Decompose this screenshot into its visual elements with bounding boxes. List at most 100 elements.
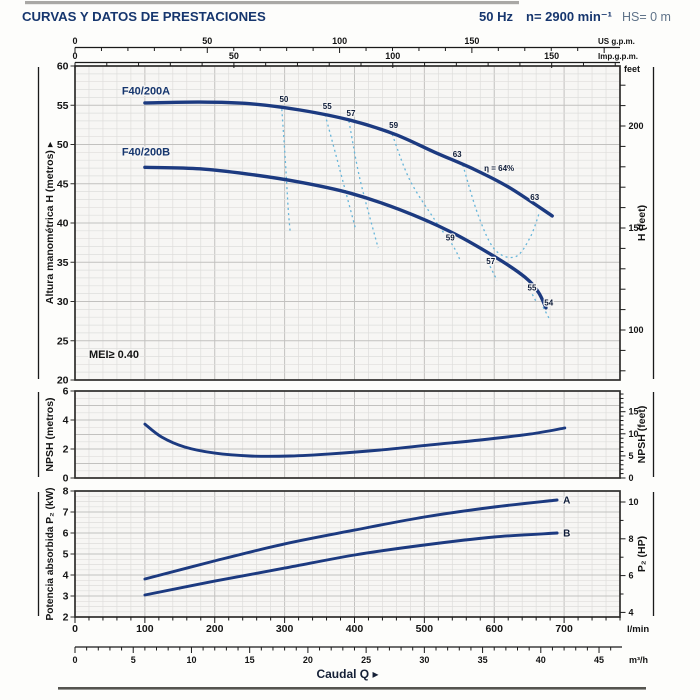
feet-unit-label: feet [624,64,640,74]
left-tick-label: 7 [63,507,69,519]
mei-label: MEI≥ 0.40 [89,349,139,361]
imp-gpm-tick-label: 150 [544,51,559,61]
left-tick-label: 0 [63,473,69,485]
imp-gpm-tick-label: 0 [72,51,77,61]
axis-title-left: NPSH (metros) [44,397,56,471]
m3h-tick-label: 15 [245,655,255,665]
efficiency-label: 55 [528,284,537,293]
lmin-tick-label: 400 [346,623,364,635]
efficiency-label: 59 [446,233,455,242]
axis-title-right: NPSH (feet) [636,406,648,464]
us-gpm-tick-label: 0 [72,36,77,46]
m3h-tick-label: 0 [72,655,77,665]
npsh-feet-label: 10 [629,429,639,439]
imp-gpm-tick-label: 100 [385,51,400,61]
feet-tick-label: 150 [629,223,644,233]
lmin-tick-label: 600 [485,623,503,635]
efficiency-label: 63 [453,150,462,159]
efficiency-label: 63 [530,193,539,202]
lmin-tick-label: 0 [72,623,78,635]
left-tick-label: 35 [57,257,69,269]
left-tick-label: 20 [57,375,69,387]
lmin-tick-label: 700 [555,623,573,635]
us-gpm-tick-label: 150 [464,36,479,46]
left-tick-label: 45 [57,178,69,190]
curve-npsh [143,422,567,458]
left-tick-label: 3 [63,591,69,603]
m3h-tick-label: 25 [361,655,371,665]
curve-f40-200b [143,165,548,310]
caudal-axis-title: Caudal Q ▸ [316,667,378,681]
left-tick-label: 2 [63,444,69,456]
curve-power-b [143,531,559,597]
left-tick-label: 30 [57,296,69,308]
axis-title-left: Potencia absorbida P₂ (kW) [45,487,56,620]
axis-title-right: H (feet) [636,205,648,241]
hp-tick-label: 6 [629,571,634,581]
hp-tick-label: 10 [629,497,639,507]
efficiency-contour [281,109,291,233]
npsh-feet-label: 0 [629,473,634,483]
left-tick-label: 25 [57,335,69,347]
left-tick-label: 55 [57,100,69,112]
imp-gpm-unit-label: Imp.g.p.m. [598,52,638,61]
us-gpm-tick-label: 50 [202,36,212,46]
efficiency-label: 57 [486,257,495,266]
left-tick-label: 6 [63,386,69,398]
left-tick-label: 50 [57,139,69,151]
left-tick-label: 8 [63,486,69,498]
power-chart: 8 7 6 5 4 3 2 Potencia absorbida P₂ (kW) 10 8 6 4 P₂… [37,486,655,624]
npsh-feet-label: 15 [629,407,639,417]
lmin-unit-label: l/min [627,624,649,635]
left-tick-label: 5 [63,549,69,561]
plot-frame [74,390,621,479]
left-tick-label: 4 [63,415,69,427]
left-tick-label: 60 [57,61,69,73]
power-curve-end-label: B [563,529,570,540]
power-curve-end-label: A [563,496,570,507]
page-title: CURVAS Y DATOS DE PRESTACIONES [22,9,266,24]
curve-f40-200a [143,100,554,218]
m3h-unit-label: m³/h [629,655,648,665]
efficiency-label: 57 [347,109,356,118]
m3h-tick-label: 10 [186,655,196,665]
curve-name-label: F40/200B [122,146,170,158]
page-bottom-rule [58,687,646,690]
left-tick-label: 2 [63,612,69,624]
lmin-tick-label: 300 [276,623,294,635]
curve-power-a [143,498,559,581]
header-speed: n= 2900 min⁻¹ [526,9,612,24]
bottom-flow-axes: 0 100 200 300 400 500 600 700 l/min 0 5 10 15 20 25 30 3… [72,617,649,681]
npsh-feet-label: 5 [629,451,634,461]
lmin-tick-label: 100 [136,623,154,635]
main-head-chart: 60 55 50 45 40 35 30 25 20 Altura manométrica H (… [37,61,655,387]
curve-name-label: F40/200A [122,85,170,97]
efficiency-contour [348,120,379,249]
lmin-tick-label: 500 [416,623,434,635]
efficiency-label: 50 [279,95,288,104]
m3h-tick-label: 40 [536,655,546,665]
header-suction-head: HS= 0 m [622,10,671,24]
us-gpm-tick-label: 100 [332,36,347,46]
top-flow-axes: 0 50 100 150 US g.p.m. 0 50 100 150 Imp.g.p.m. [72,36,638,68]
efficiency-label: η = 64% [484,164,514,173]
efficiency-contour [324,114,357,231]
left-tick-label: 6 [63,528,69,540]
us-gpm-unit-label: US g.p.m. [598,37,635,46]
hp-tick-label: 8 [629,534,634,544]
axis-title-right: P₂ (HP) [636,536,648,572]
imp-gpm-tick-label: 50 [229,51,239,61]
left-tick-label: 40 [57,218,69,230]
page-top-rule [25,1,519,5]
axis-title-left: Altura manométrica H (metros) ▸ [44,141,56,304]
lmin-tick-label: 200 [206,623,224,635]
m3h-tick-label: 35 [478,655,488,665]
m3h-tick-label: 45 [594,655,604,665]
feet-tick-label: 200 [629,121,644,131]
m3h-tick-label: 30 [419,655,429,665]
hp-tick-label: 4 [629,607,634,617]
m3h-tick-label: 5 [131,655,136,665]
